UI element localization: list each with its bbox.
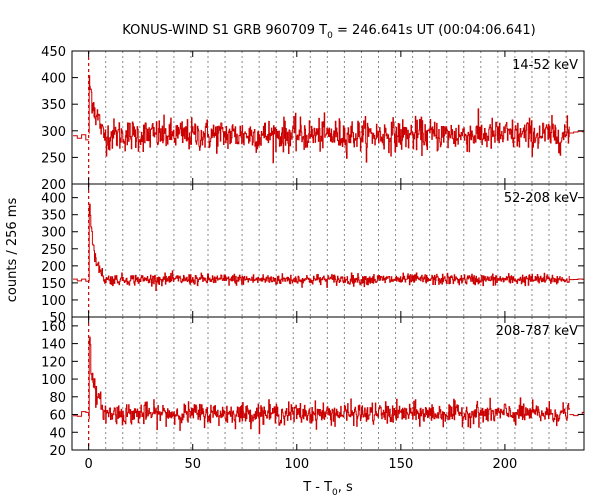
series-line [88, 336, 570, 435]
series-line [88, 203, 570, 291]
y-tick-label: 300 [41, 226, 66, 241]
y-tick-label: 450 [41, 45, 66, 60]
series-post [569, 411, 584, 417]
series-group [73, 75, 584, 164]
y-tick-label: 350 [41, 209, 66, 224]
x-tick-label: 0 [85, 457, 93, 472]
chart-title-suffix: = 246.641s UT (00:04:06.641) [333, 23, 536, 38]
band-label: 14-52 keV [512, 58, 578, 73]
y-tick-label: 400 [41, 72, 66, 87]
y-tick-label: 100 [41, 373, 66, 388]
y-tick-label: 200 [41, 260, 66, 275]
y-tick-label: 140 [41, 338, 66, 353]
y-tick-label: 20 [49, 444, 66, 459]
band-label: 52-208 keV [504, 191, 578, 206]
panel-frame [71, 316, 585, 451]
x-axis-label-subscript: 0 [332, 488, 338, 498]
y-tick-label: 50 [49, 311, 66, 326]
y-tick-label: 400 [41, 192, 66, 207]
y-tick-label: 40 [49, 426, 66, 441]
series-pre-trigger [73, 411, 89, 417]
series-pre-trigger [73, 278, 89, 282]
series-line [88, 75, 570, 164]
series-post [569, 278, 584, 281]
y-tick-label: 200 [41, 178, 66, 193]
y-tick-label: 60 [49, 409, 66, 424]
y-tick-label: 80 [49, 391, 66, 406]
series-group [73, 336, 584, 435]
y-tick-label: 250 [41, 243, 66, 258]
x-tick-label: 150 [388, 457, 413, 472]
y-axis-label: counts / 256 ms [5, 198, 20, 303]
x-axis-label-prefix: T - T [302, 480, 332, 495]
band-label: 208-787 keV [496, 324, 579, 339]
y-tick-label: 100 [41, 294, 66, 309]
y-tick-label: 250 [41, 151, 66, 166]
y-tick-label: 150 [41, 277, 66, 292]
series-group [73, 203, 584, 291]
series-pre-trigger [73, 134, 89, 141]
x-tick-label: 50 [184, 457, 201, 472]
chart-title-prefix: KONUS-WIND S1 GRB 960709 T [122, 23, 327, 38]
x-tick-label: 100 [284, 457, 309, 472]
y-tick-label: 300 [41, 125, 66, 140]
y-tick-label: 350 [41, 98, 66, 113]
panel-frame [71, 50, 585, 185]
series-post [569, 130, 584, 134]
x-tick-label: 200 [492, 457, 517, 472]
y-tick-label: 120 [41, 355, 66, 370]
chart-title-subscript: 0 [327, 31, 333, 41]
x-axis-label-suffix: , s [338, 480, 353, 495]
chart-title: KONUS-WIND S1 GRB 960709 T0 = 246.641s U… [122, 23, 535, 41]
x-axis-label: T - T0, s [302, 480, 353, 498]
y-tick-label: 160 [41, 320, 66, 335]
